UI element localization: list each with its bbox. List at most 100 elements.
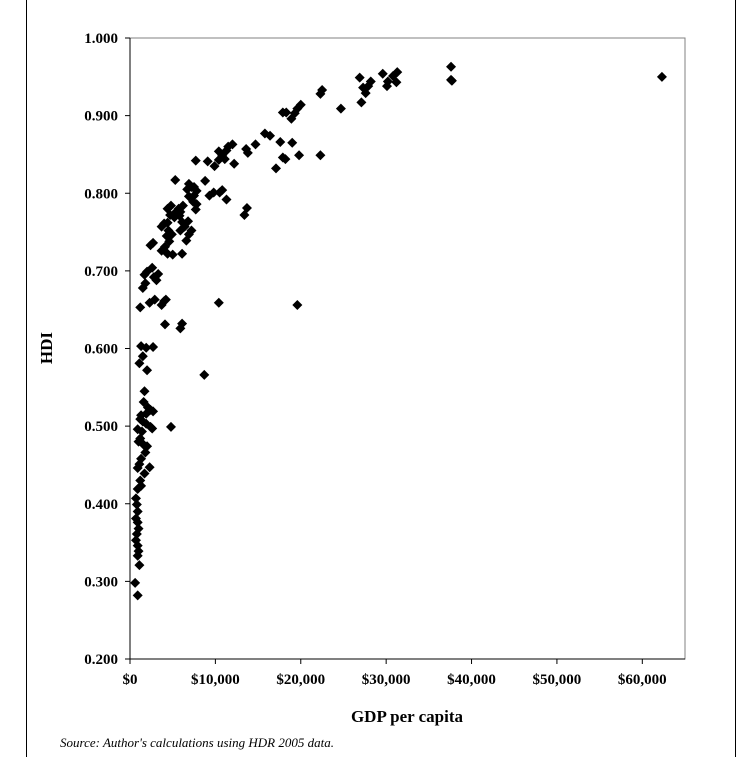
y-tick-label: 0.500 xyxy=(84,419,118,435)
scatter-chart: 0.200 0.300 0.400 0.500 0.600 0.700 0.800 0.900… xyxy=(37,31,686,726)
plot-area xyxy=(129,37,686,660)
data-point xyxy=(280,154,291,165)
data-point xyxy=(200,175,211,186)
data-point xyxy=(132,517,143,528)
data-point xyxy=(139,269,150,280)
data-point xyxy=(177,248,188,259)
x-tick-label: $30,000 xyxy=(362,672,411,688)
data-point xyxy=(356,97,367,108)
data-point xyxy=(190,204,201,215)
y-tick-label: 0.200 xyxy=(84,652,118,668)
data-point xyxy=(446,61,457,72)
data-point xyxy=(148,341,159,352)
data-point xyxy=(250,139,261,150)
y-tick-label: 0.600 xyxy=(84,342,118,358)
data-point xyxy=(217,185,228,196)
data-point xyxy=(137,282,148,293)
data-point xyxy=(656,71,667,82)
data-point xyxy=(286,113,297,124)
chart-frame xyxy=(26,0,736,757)
x-tick-label: $10,000 xyxy=(191,672,240,688)
data-points xyxy=(130,61,667,601)
data-point xyxy=(186,225,197,236)
y-tick-label: 0.400 xyxy=(84,497,118,513)
data-point xyxy=(148,237,159,248)
data-point xyxy=(382,81,393,92)
data-point xyxy=(132,484,143,495)
data-point xyxy=(221,194,232,205)
data-point xyxy=(271,163,282,174)
data-point xyxy=(213,154,224,165)
y-tick-label: 1.000 xyxy=(84,31,118,47)
data-point xyxy=(136,426,147,437)
data-point xyxy=(277,107,288,118)
data-point xyxy=(229,158,240,169)
x-tick-label: $20,000 xyxy=(276,672,325,688)
data-point xyxy=(130,493,141,504)
data-point xyxy=(132,463,143,474)
data-point xyxy=(446,75,457,86)
data-point xyxy=(130,577,141,588)
data-point xyxy=(360,88,371,99)
y-tick-label: 0.700 xyxy=(84,264,118,280)
data-point xyxy=(209,161,220,172)
data-point xyxy=(294,150,305,161)
data-point xyxy=(199,369,210,380)
data-point xyxy=(137,351,148,362)
data-point xyxy=(142,365,153,376)
y-tick-label: 0.300 xyxy=(84,574,118,590)
data-point xyxy=(132,506,143,517)
data-point xyxy=(275,137,286,148)
data-point xyxy=(287,137,298,148)
x-axis-title: GDP per capita xyxy=(351,707,464,726)
data-point xyxy=(144,462,155,473)
data-point xyxy=(182,184,193,195)
data-point xyxy=(165,209,176,220)
data-point xyxy=(134,560,145,571)
data-point xyxy=(132,550,143,561)
data-point xyxy=(204,190,215,201)
data-point xyxy=(391,77,402,88)
data-point xyxy=(259,128,270,139)
data-point xyxy=(139,386,150,397)
data-point xyxy=(241,144,252,155)
data-point xyxy=(354,72,365,83)
data-point xyxy=(139,468,150,479)
data-point xyxy=(213,146,224,157)
data-point xyxy=(132,590,143,601)
data-point xyxy=(377,68,388,79)
data-point xyxy=(135,302,146,313)
data-point xyxy=(149,294,160,305)
y-tick-label: 0.800 xyxy=(84,186,118,202)
x-tick-label: $60,000 xyxy=(618,672,667,688)
y-tick-label: 0.900 xyxy=(84,109,118,125)
data-point xyxy=(219,154,230,165)
data-point xyxy=(167,249,178,260)
data-point xyxy=(183,216,194,227)
data-point xyxy=(213,297,224,308)
data-point xyxy=(131,499,142,510)
data-point xyxy=(175,225,186,236)
y-axis: 0.200 0.300 0.400 0.500 0.600 0.700 0.800 0.900… xyxy=(84,31,131,668)
data-point xyxy=(156,221,167,232)
data-point xyxy=(190,155,201,166)
data-point xyxy=(315,150,326,161)
data-point xyxy=(335,103,346,114)
data-point xyxy=(239,209,250,220)
data-point xyxy=(175,323,186,334)
y-axis-title: HDI xyxy=(37,332,56,365)
data-point xyxy=(147,423,158,434)
x-tick-label: $40,000 xyxy=(447,672,496,688)
data-point xyxy=(136,341,147,352)
data-point xyxy=(134,358,145,369)
data-point xyxy=(292,300,303,311)
data-point xyxy=(183,191,194,202)
data-point xyxy=(181,235,192,246)
x-tick-label: $50,000 xyxy=(533,672,582,688)
data-point xyxy=(165,421,176,432)
x-axis: $0 $10,000 $20,000 $30,000 $40,000 $50,000 $60… xyxy=(123,658,685,688)
source-note: Source: Author's calculations using HDR … xyxy=(60,735,334,750)
x-tick-label: $0 xyxy=(123,672,138,688)
data-point xyxy=(156,300,167,311)
data-point xyxy=(140,447,151,458)
